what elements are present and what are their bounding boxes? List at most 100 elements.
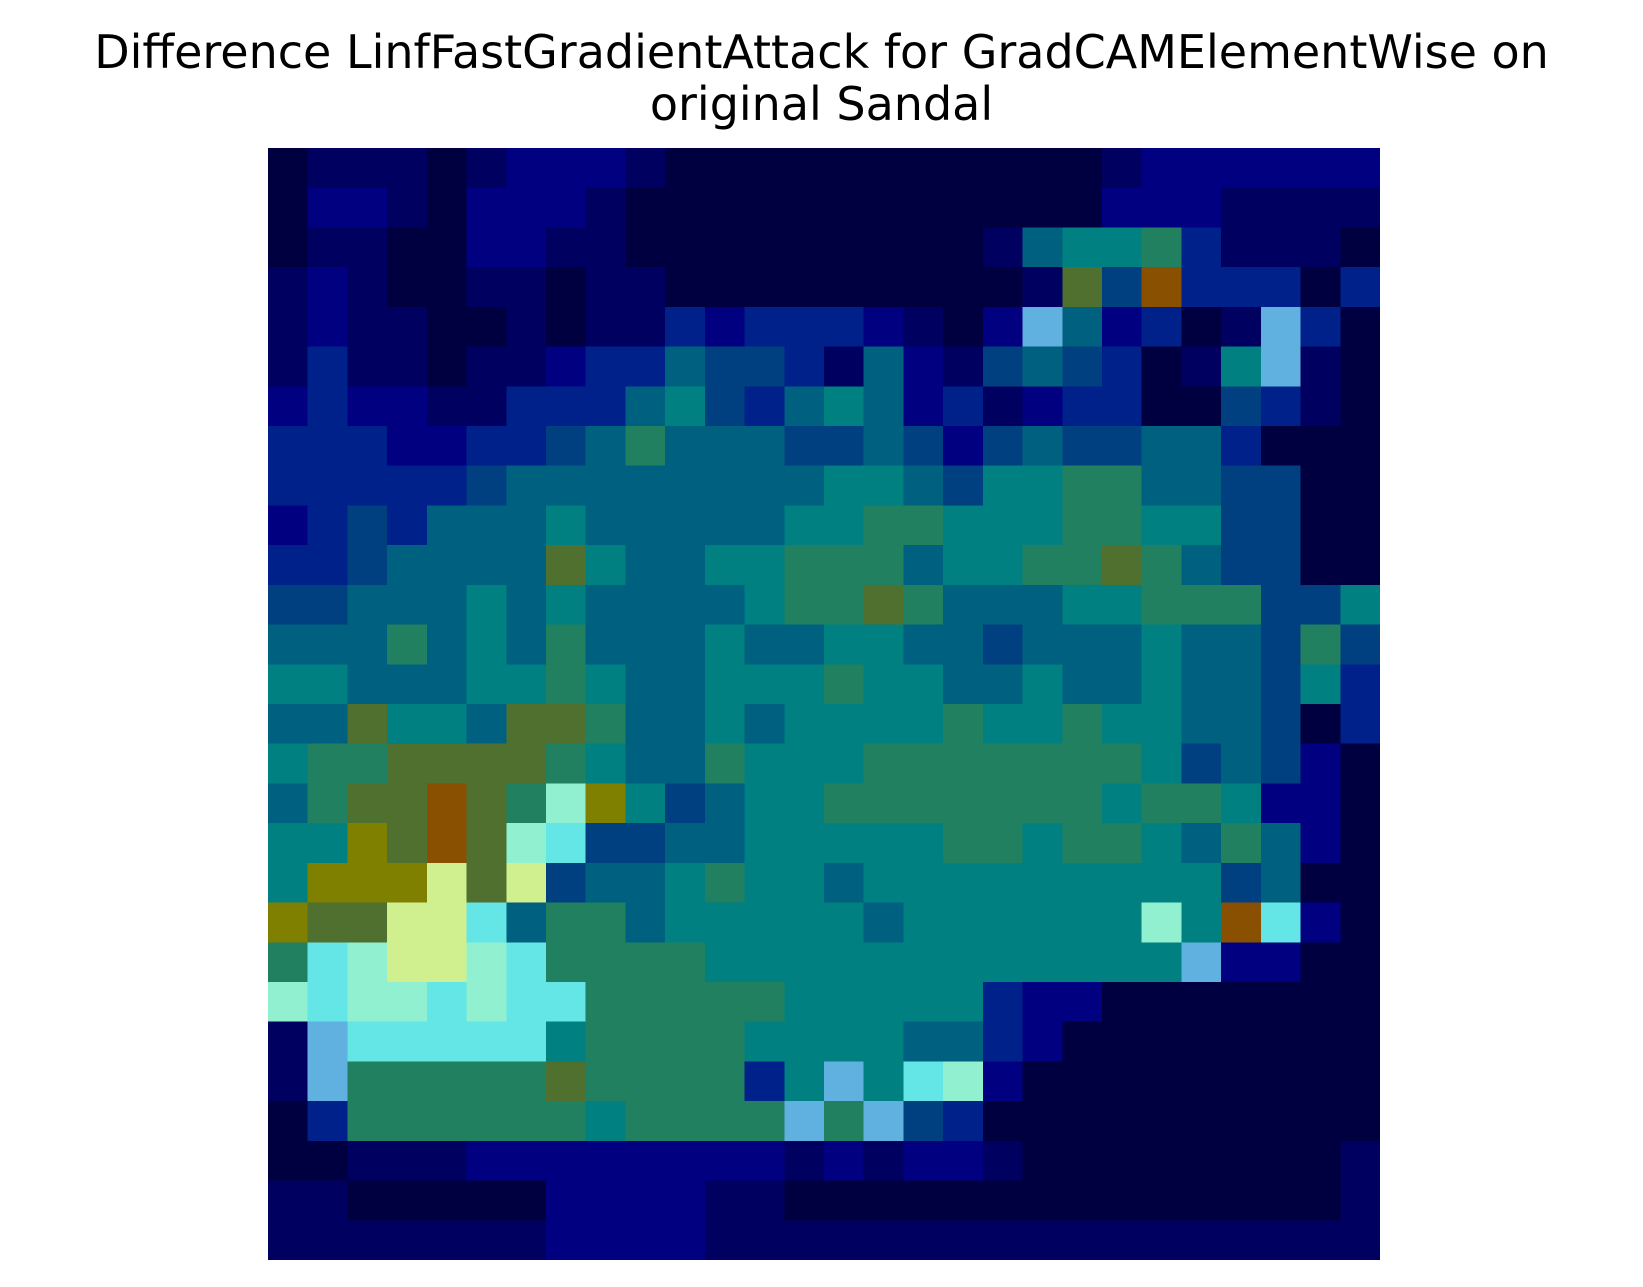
image-pixel (863, 862, 905, 904)
image-pixel (268, 902, 309, 944)
image-pixel (1102, 584, 1143, 626)
image-pixel (1102, 743, 1143, 785)
image-pixel (466, 982, 508, 1023)
image-pixel (1260, 545, 1302, 586)
image-pixel (387, 1180, 428, 1222)
image-pixel (546, 704, 587, 745)
image-pixel (704, 902, 746, 944)
image-pixel (307, 465, 349, 507)
image-pixel (546, 783, 587, 824)
image-pixel (585, 148, 627, 189)
image-pixel (665, 1021, 706, 1063)
image-pixel (625, 862, 666, 904)
image-pixel (903, 1101, 944, 1142)
image-pixel (347, 306, 388, 348)
image-pixel (1221, 982, 1262, 1023)
image-pixel (546, 664, 587, 705)
image-pixel (1141, 902, 1183, 944)
image-pixel (1141, 187, 1183, 229)
image-pixel (625, 227, 666, 268)
image-pixel (704, 1101, 746, 1142)
image-pixel (943, 942, 984, 983)
image-pixel (824, 704, 865, 745)
image-pixel (268, 743, 309, 785)
image-pixel (824, 1061, 865, 1102)
image-pixel (1260, 1021, 1302, 1063)
image-pixel (426, 704, 468, 745)
image-pixel (1181, 1180, 1222, 1222)
image-pixel (585, 862, 627, 904)
image-pixel (744, 862, 786, 904)
image-pixel (744, 148, 786, 189)
image-pixel (1221, 1021, 1262, 1063)
image-pixel (387, 942, 428, 983)
image-pixel (824, 187, 865, 229)
image-pixel (1300, 1220, 1342, 1260)
image-pixel (546, 465, 587, 507)
image-pixel (466, 1180, 508, 1222)
image-pixel (1022, 624, 1064, 666)
image-pixel (665, 982, 706, 1023)
image-pixel (387, 704, 428, 745)
image-pixel (1300, 624, 1342, 666)
image-pixel (1022, 1220, 1064, 1260)
image-pixel (665, 1101, 706, 1142)
image-pixel (1022, 982, 1064, 1023)
image-pixel (665, 505, 706, 546)
image-pixel (903, 426, 944, 467)
image-pixel (1141, 465, 1183, 507)
image-pixel (506, 743, 547, 785)
image-pixel (387, 267, 428, 308)
image-pixel (347, 624, 388, 666)
image-pixel (824, 1101, 865, 1142)
image-pixel (1260, 386, 1302, 427)
image-pixel (982, 426, 1024, 467)
image-pixel (744, 1021, 786, 1063)
image-pixel (1181, 1061, 1222, 1102)
image-pixel (268, 584, 309, 626)
image-pixel (1022, 704, 1064, 745)
image-pixel (466, 783, 508, 824)
image-pixel (1062, 426, 1103, 467)
image-pixel (903, 664, 944, 705)
image-pixel (863, 148, 905, 189)
image-pixel (863, 545, 905, 586)
image-pixel (268, 1101, 309, 1142)
image-pixel (784, 148, 825, 189)
image-pixel (546, 306, 587, 348)
image-pixel (307, 1061, 349, 1102)
image-pixel (506, 267, 547, 308)
image-pixel (784, 1180, 825, 1222)
image-pixel (307, 664, 349, 705)
image-pixel (863, 902, 905, 944)
image-pixel (1340, 505, 1380, 546)
image-pixel (1062, 1180, 1103, 1222)
image-pixel (1022, 267, 1064, 308)
image-pixel (1300, 267, 1342, 308)
image-pixel (744, 267, 786, 308)
image-pixel (1022, 942, 1064, 983)
image-pixel (903, 545, 944, 586)
image-pixel (784, 823, 825, 864)
image-pixel (307, 584, 349, 626)
image-pixel (1221, 306, 1262, 348)
image-pixel (546, 1021, 587, 1063)
image-pixel (1022, 1180, 1064, 1222)
image-pixel (824, 743, 865, 785)
image-pixel (704, 465, 746, 507)
image-pixel (665, 1061, 706, 1102)
image-pixel (268, 862, 309, 904)
image-pixel (1102, 624, 1143, 666)
image-pixel (943, 783, 984, 824)
image-pixel (1102, 1220, 1143, 1260)
image-pixel (585, 346, 627, 388)
image-pixel (863, 584, 905, 626)
image-pixel (585, 664, 627, 705)
image-pixel (903, 148, 944, 189)
image-pixel (1181, 306, 1222, 348)
image-pixel (704, 426, 746, 467)
image-pixel (546, 584, 587, 626)
image-pixel (903, 624, 944, 666)
image-pixel (1260, 743, 1302, 785)
image-pixel (585, 704, 627, 745)
